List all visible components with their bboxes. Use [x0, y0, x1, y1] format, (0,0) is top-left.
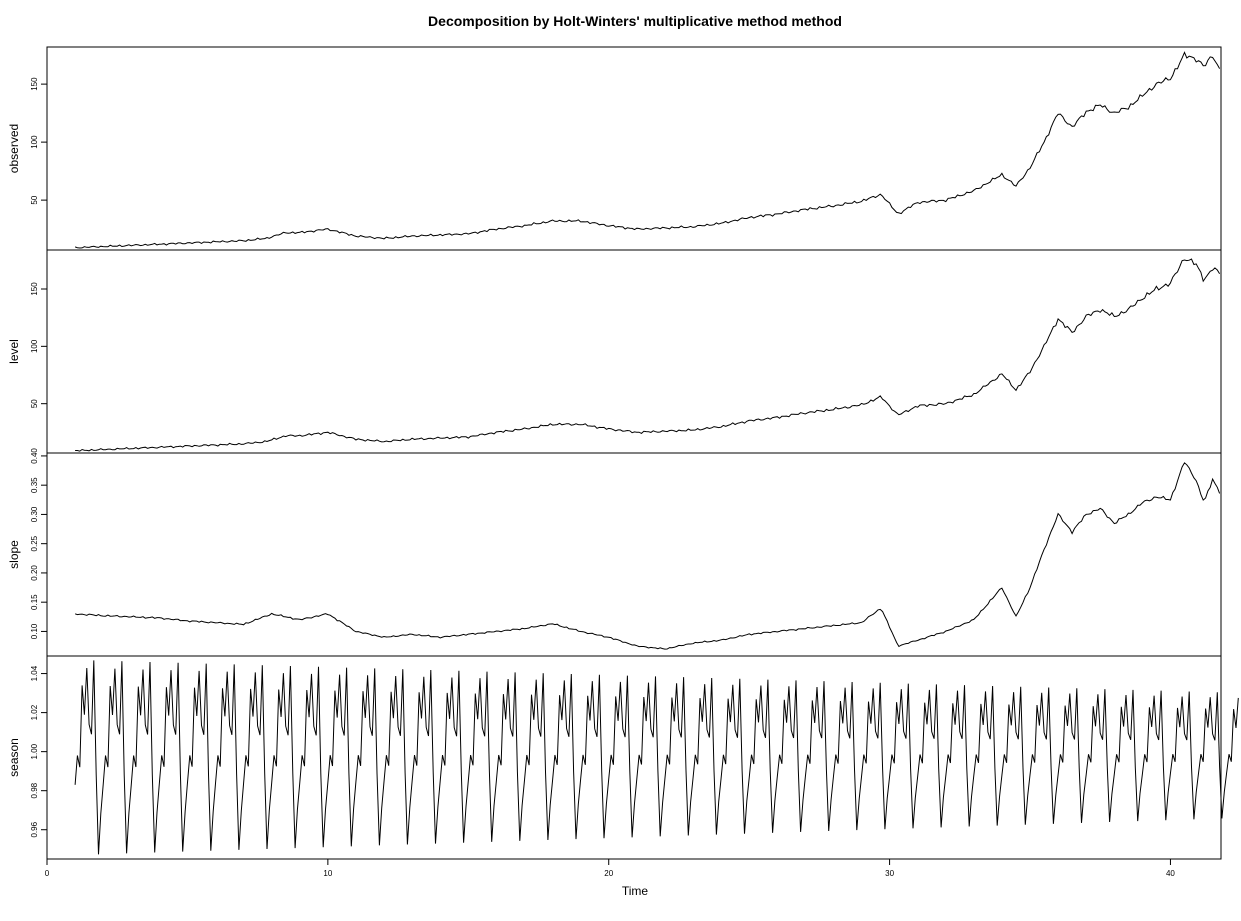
y-tick-label-slope: 0.15	[30, 594, 39, 610]
y-tick-label-slope: 0.40	[30, 448, 39, 464]
panel-frame-observed	[46, 46, 1222, 251]
y-tick-label-level: 150	[30, 282, 39, 296]
y-tick-label-season: 0.98	[30, 782, 39, 798]
panel-season: 0.96 0.98 1.00 1.02 1.04 season	[7, 655, 1239, 860]
x-tick-label: 10	[323, 869, 332, 878]
series-line-level	[75, 258, 1221, 452]
y-tick-label-season: 1.04	[30, 665, 39, 681]
panel-frame-season	[46, 655, 1222, 860]
x-tick-label: 40	[1166, 869, 1175, 878]
y-tick-label-season: 0.96	[30, 821, 39, 837]
panels: 50 100 150 observed 50 100 150 level 0.10 0.15 0.2…	[7, 46, 1239, 860]
x-tick-label: 20	[604, 869, 613, 878]
y-tick-label-level: 50	[30, 399, 39, 408]
series-line-observed	[74, 51, 1221, 249]
panel-label-season: season	[7, 738, 21, 777]
panel-label-observed: observed	[7, 124, 21, 173]
x-axis: 0 10 20 30 40	[45, 859, 1175, 878]
x-tick-label: 0	[45, 869, 50, 878]
y-tick-label-season: 1.02	[30, 704, 39, 720]
series-line-season	[74, 660, 1239, 855]
panel-label-slope: slope	[7, 540, 21, 569]
y-tick-label-level: 100	[30, 339, 39, 353]
y-tick-label-slope: 0.30	[30, 506, 39, 522]
panel-label-level: level	[7, 339, 21, 364]
y-tick-label-season: 1.00	[30, 743, 39, 759]
panel-observed: 50 100 150 observed	[7, 46, 1222, 251]
x-tick-label: 30	[885, 869, 894, 878]
y-tick-label-observed: 150	[30, 77, 39, 91]
y-tick-label-observed: 100	[30, 135, 39, 149]
y-tick-label-slope: 0.10	[30, 623, 39, 639]
panel-slope: 0.10 0.15 0.20 0.25 0.30 0.35 0.40 slope	[7, 448, 1222, 657]
chart-title: Decomposition by Holt-Winters' multiplic…	[428, 13, 842, 29]
panel-frame-slope	[46, 452, 1222, 657]
panel-level: 50 100 150 level	[7, 249, 1222, 454]
y-tick-label-slope: 0.35	[30, 477, 39, 493]
y-tick-label-observed: 50	[30, 195, 39, 204]
series-line-slope	[74, 462, 1221, 650]
panel-frame-level	[46, 249, 1222, 454]
y-tick-label-slope: 0.25	[30, 535, 39, 551]
x-axis-title: Time	[622, 884, 649, 898]
y-tick-label-slope: 0.20	[30, 565, 39, 581]
